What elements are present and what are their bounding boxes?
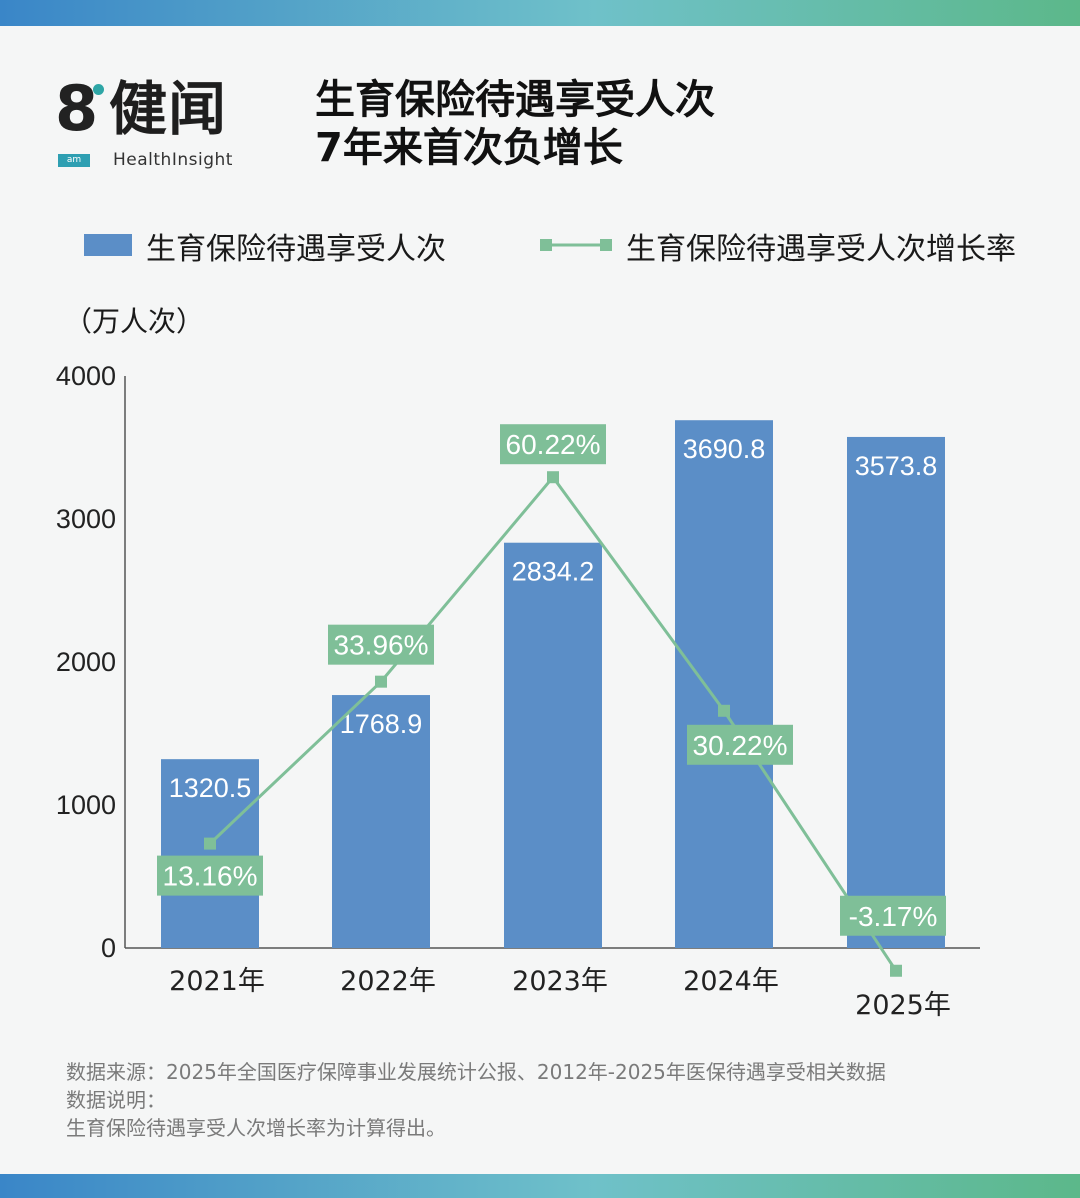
x-category-label: 2024年 — [683, 966, 779, 997]
top-gradient-band — [0, 0, 1080, 26]
growth-rate-label-box — [328, 624, 434, 665]
x-category-label: 2023年 — [512, 966, 608, 997]
growth-rate-label: 30.22% — [693, 730, 788, 761]
logo-badge: am — [58, 154, 90, 167]
y-axis-unit-label: （万人次） — [64, 305, 205, 338]
growth-rate-label: 13.16% — [163, 861, 258, 892]
growth-rate-point — [204, 837, 216, 850]
logo-brand-text: 健闻 — [109, 75, 228, 143]
legend-bar-swatch — [84, 234, 132, 256]
y-tick-label: 1000 — [56, 790, 116, 820]
footer-source: 数据来源：2025年全国医疗保障事业发展统计公报、2012年-2025年医保待遇… — [66, 1060, 886, 1084]
bar-value-label: 3573.8 — [855, 451, 938, 481]
growth-rate-label-box — [500, 424, 606, 465]
legend-line-label: 生育保险待遇享受人次增长率 — [626, 232, 1016, 267]
growth-rate-point — [547, 471, 559, 484]
bar-4 — [675, 420, 773, 949]
footer-note-title: 数据说明： — [66, 1088, 166, 1112]
bar-value-label: 1768.9 — [340, 709, 423, 739]
logo-eight-mark: 8 — [55, 72, 99, 145]
footer: 数据来源：2025年全国医疗保障事业发展统计公报、2012年-2025年医保待遇… — [66, 1058, 886, 1142]
chart-legend: 生育保险待遇享受人次 生育保险待遇享受人次增长率 — [0, 222, 1080, 267]
growth-rate-label: 33.96% — [334, 630, 429, 661]
bottom-gradient-band — [0, 1174, 1080, 1198]
growth-rate-label-box — [840, 895, 946, 936]
growth-rate-label: -3.17% — [849, 901, 938, 932]
bar-1 — [161, 759, 259, 948]
logo-dot-icon — [93, 84, 104, 95]
legend-bar-label: 生育保险待遇享受人次 — [146, 232, 446, 267]
page-title: 生育保险待遇享受人次 7年来首次负增长 — [315, 76, 715, 172]
y-tick-label: 2000 — [56, 647, 116, 677]
growth-rate-point — [375, 675, 387, 688]
x-category-label: 2022年 — [340, 966, 436, 997]
logo: 8 健闻 am HealthInsight — [55, 78, 255, 173]
title-line-1: 生育保险待遇享受人次 — [315, 77, 715, 123]
logo-subtitle: HealthInsight — [113, 150, 233, 170]
bar-value-label: 2834.2 — [512, 557, 595, 587]
growth-rate-label-box — [157, 855, 263, 896]
y-tick-label: 3000 — [56, 504, 116, 534]
bar-3 — [504, 542, 602, 948]
bar-value-label: 3690.8 — [683, 434, 766, 464]
growth-rate-label-box — [687, 724, 793, 765]
title-line-2: 7年来首次负增长 — [315, 125, 623, 171]
footer-note-text: 生育保险待遇享受人次增长率为计算得出。 — [66, 1116, 446, 1140]
legend-line-swatch — [540, 239, 612, 251]
growth-rate-point — [890, 964, 902, 977]
x-category-label: 2021年 — [169, 966, 265, 997]
growth-rate-point — [718, 704, 730, 717]
growth-rate-label: 60.22% — [506, 429, 601, 460]
bar-5 — [847, 436, 945, 948]
y-tick-label: 0 — [101, 933, 116, 963]
bar-2 — [332, 695, 430, 948]
bar-value-label: 1320.5 — [169, 773, 252, 803]
x-category-label: 2025年 — [855, 990, 951, 1021]
y-tick-label: 4000 — [56, 361, 116, 391]
